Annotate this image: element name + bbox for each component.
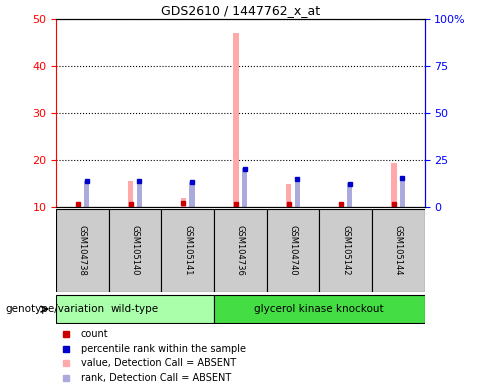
Text: GSM105140: GSM105140 xyxy=(131,225,140,276)
Bar xyxy=(214,295,425,323)
Bar xyxy=(233,33,239,207)
Bar xyxy=(56,295,214,323)
Bar xyxy=(181,198,186,207)
Text: rank, Detection Call = ABSENT: rank, Detection Call = ABSENT xyxy=(81,373,231,383)
Bar xyxy=(295,179,300,207)
Bar xyxy=(162,209,214,292)
Bar xyxy=(189,182,195,207)
Text: GSM105141: GSM105141 xyxy=(183,225,192,276)
Bar xyxy=(266,209,319,292)
Text: genotype/variation: genotype/variation xyxy=(5,304,104,314)
Text: GSM105144: GSM105144 xyxy=(394,225,403,276)
Text: GSM104738: GSM104738 xyxy=(78,225,87,276)
Bar xyxy=(137,180,142,207)
Bar xyxy=(286,184,291,207)
Bar xyxy=(76,203,81,207)
Text: value, Detection Call = ABSENT: value, Detection Call = ABSENT xyxy=(81,358,236,368)
Bar xyxy=(339,203,344,207)
Text: glycerol kinase knockout: glycerol kinase knockout xyxy=(254,304,384,314)
Title: GDS2610 / 1447762_x_at: GDS2610 / 1447762_x_at xyxy=(161,3,320,17)
Bar xyxy=(347,184,352,207)
Text: wild-type: wild-type xyxy=(111,304,159,314)
Text: GSM104736: GSM104736 xyxy=(236,225,245,276)
Bar xyxy=(109,209,162,292)
Bar xyxy=(214,209,266,292)
Text: count: count xyxy=(81,329,108,339)
Bar xyxy=(128,182,134,207)
Bar xyxy=(56,209,109,292)
Bar xyxy=(242,168,247,207)
Bar xyxy=(391,163,397,207)
Text: GSM104740: GSM104740 xyxy=(288,225,298,276)
Bar xyxy=(84,181,89,207)
Text: GSM105142: GSM105142 xyxy=(341,225,350,276)
Text: percentile rank within the sample: percentile rank within the sample xyxy=(81,344,245,354)
Bar xyxy=(400,178,405,207)
Bar xyxy=(372,209,425,292)
Bar xyxy=(319,209,372,292)
